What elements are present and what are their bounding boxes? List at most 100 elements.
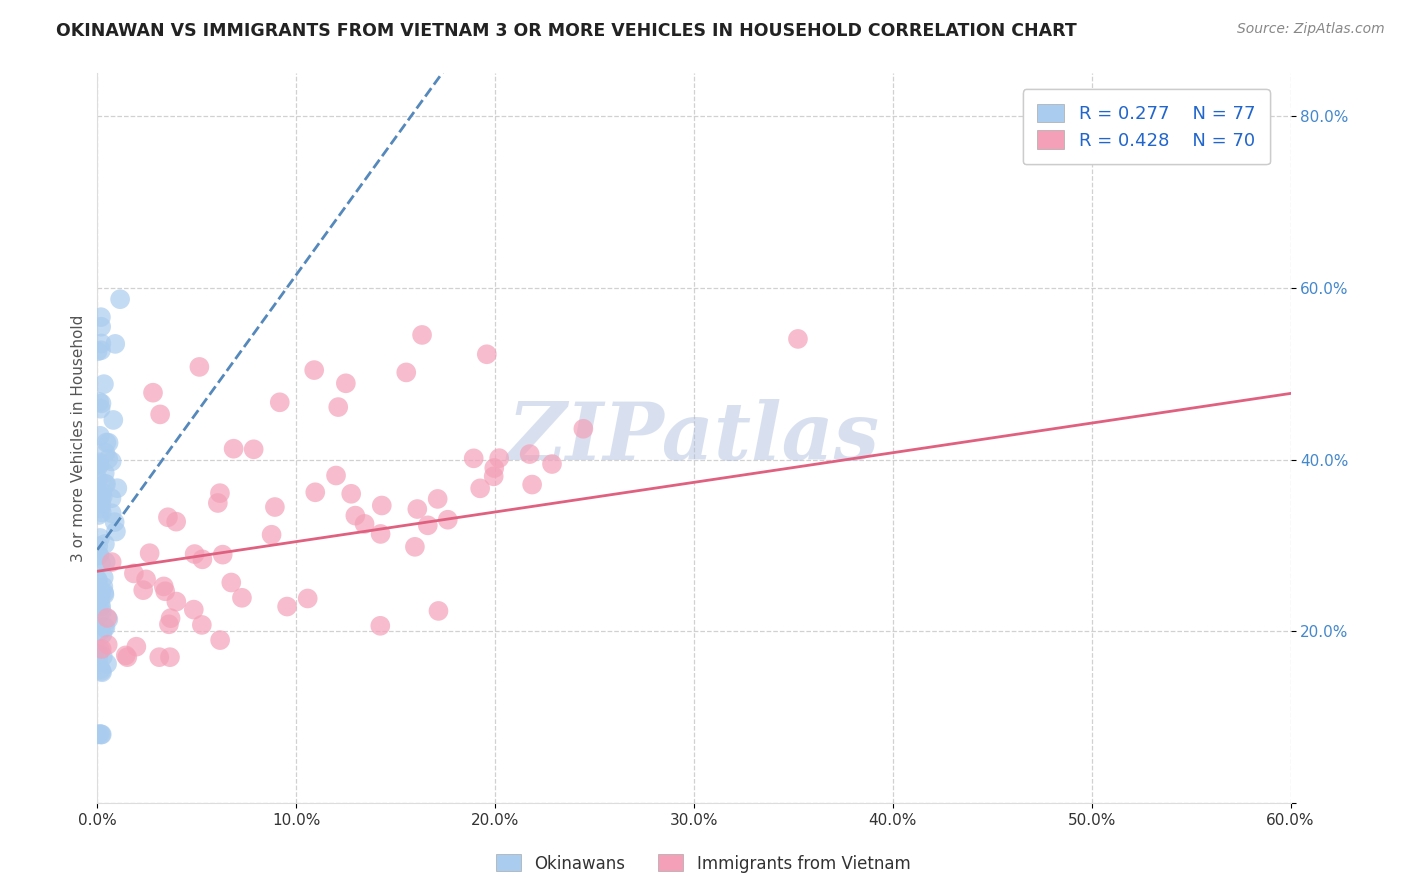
Point: [90, 556, 112, 570]
Point: [231, 591, 253, 605]
Point: [89, 642, 111, 657]
Point: [488, 451, 510, 466]
Point: [183, 547, 205, 561]
Point: [156, 510, 179, 524]
Point: [90, 396, 112, 410]
Point: [104, 337, 127, 351]
Point: [304, 485, 326, 500]
Point: [90, 496, 112, 510]
Point: [148, 650, 170, 665]
Point: [94, 446, 117, 460]
Point: [117, 650, 139, 665]
Point: [90, 642, 112, 657]
Point: [149, 408, 172, 422]
Point: [89, 727, 111, 741]
Point: [209, 633, 232, 648]
Point: [90, 605, 112, 619]
Point: [541, 457, 564, 471]
Point: [100, 491, 122, 506]
Point: [91, 665, 114, 680]
Point: [100, 454, 122, 468]
Point: [87, 590, 110, 604]
Point: [219, 575, 242, 590]
Point: [520, 477, 543, 491]
Point: [86, 344, 108, 359]
Point: [87, 652, 110, 666]
Point: [436, 513, 458, 527]
Point: [242, 442, 264, 457]
Point: [87, 648, 110, 662]
Point: [103, 413, 125, 427]
Point: [211, 548, 233, 562]
Point: [463, 451, 485, 466]
Point: [114, 648, 136, 663]
Point: [93, 377, 115, 392]
Point: [89, 531, 111, 545]
Point: [89, 457, 111, 471]
Point: [93, 466, 115, 480]
Point: [87, 455, 110, 469]
Point: [328, 400, 350, 414]
Point: [335, 376, 357, 391]
Point: [104, 524, 127, 539]
Point: [344, 508, 367, 523]
Point: [89, 549, 111, 563]
Point: [222, 442, 245, 456]
Point: [100, 506, 122, 520]
Point: [89, 429, 111, 443]
Point: [188, 359, 211, 374]
Point: [94, 537, 117, 551]
Point: [406, 502, 429, 516]
Point: [519, 447, 541, 461]
Point: [90, 310, 112, 325]
Point: [572, 422, 595, 436]
Point: [90, 343, 112, 358]
Point: [93, 585, 115, 599]
Point: [104, 515, 127, 529]
Point: [122, 566, 145, 581]
Point: [94, 477, 117, 491]
Text: ZIPatlas: ZIPatlas: [508, 400, 880, 477]
Point: [165, 594, 187, 608]
Point: [90, 585, 112, 599]
Point: [96, 657, 118, 671]
Point: [155, 584, 177, 599]
Point: [191, 618, 214, 632]
Point: [90, 501, 112, 516]
Point: [157, 617, 180, 632]
Point: [427, 604, 450, 618]
Point: [89, 607, 111, 621]
Point: [142, 385, 165, 400]
Point: [411, 327, 433, 342]
Point: [91, 627, 114, 641]
Point: [87, 548, 110, 562]
Point: [100, 555, 122, 569]
Point: [94, 555, 117, 569]
Point: [93, 620, 115, 634]
Text: OKINAWAN VS IMMIGRANTS FROM VIETNAM 3 OR MORE VEHICLES IN HOUSEHOLD CORRELATION : OKINAWAN VS IMMIGRANTS FROM VIETNAM 3 OR…: [56, 22, 1077, 40]
Point: [90, 662, 112, 676]
Point: [325, 468, 347, 483]
Point: [97, 435, 120, 450]
Point: [208, 486, 231, 500]
Point: [159, 650, 181, 665]
Point: [97, 452, 120, 467]
Point: [165, 515, 187, 529]
Point: [183, 602, 205, 616]
Point: [340, 487, 363, 501]
Point: [90, 599, 112, 614]
Point: [90, 589, 112, 603]
Point: [297, 591, 319, 606]
Point: [93, 588, 115, 602]
Point: [152, 579, 174, 593]
Y-axis label: 3 or more Vehicles in Household: 3 or more Vehicles in Household: [72, 314, 86, 562]
Point: [89, 395, 111, 409]
Point: [87, 539, 110, 553]
Point: [207, 496, 229, 510]
Point: [87, 472, 110, 486]
Point: [269, 395, 291, 409]
Point: [125, 640, 148, 654]
Point: [90, 727, 112, 741]
Point: [353, 516, 375, 531]
Point: [482, 469, 505, 483]
